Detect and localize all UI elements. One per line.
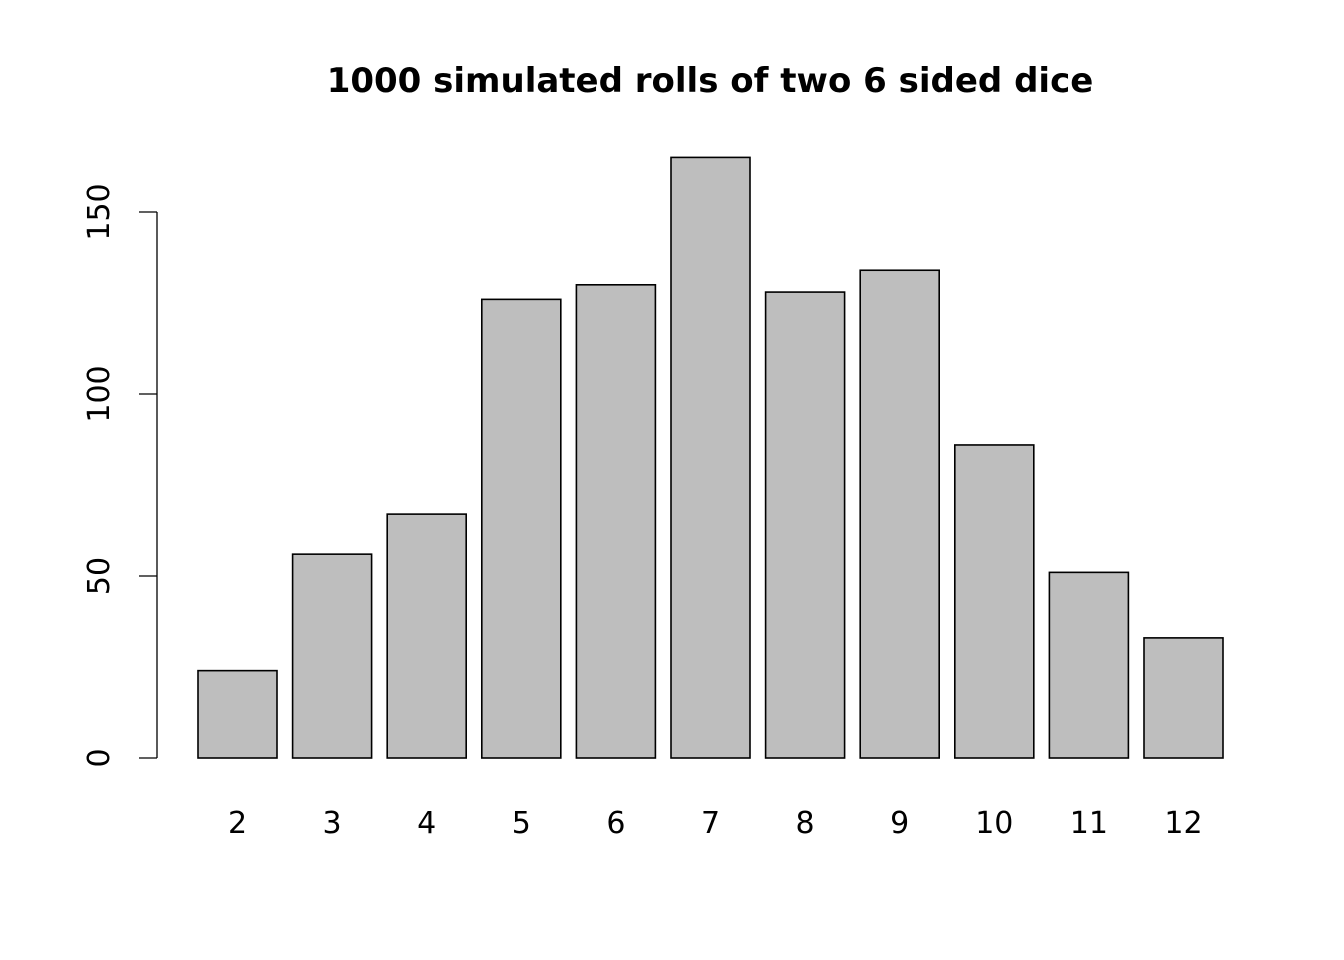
bar-8: [764, 291, 846, 759]
y-tick-label: 100: [82, 365, 117, 422]
chart-title: 1000 simulated rolls of two 6 sided dice: [327, 61, 1094, 101]
bar-2: [197, 669, 278, 759]
x-tick-label: 10: [975, 806, 1013, 841]
x-tick-label: 12: [1164, 806, 1202, 841]
y-tick-label: 0: [82, 748, 117, 767]
x-tick-label: 5: [512, 806, 531, 841]
bar-9: [859, 269, 941, 759]
y-axis: 0 50 100 150: [82, 183, 158, 768]
x-tick-label: 9: [890, 806, 909, 841]
bar-11: [1048, 571, 1130, 759]
x-tick-label: 7: [701, 806, 720, 841]
x-tick-label: 3: [323, 806, 342, 841]
bar-5: [480, 298, 562, 759]
bar-12: [1143, 637, 1224, 759]
bar-3: [291, 553, 373, 759]
bar-7: [670, 156, 751, 759]
bar-10: [953, 444, 1035, 759]
x-tick-label: 11: [1070, 806, 1108, 841]
x-tick-label: 8: [796, 806, 815, 841]
bar-6: [575, 283, 657, 759]
bars-group: [197, 156, 1224, 759]
y-tick-label: 50: [82, 557, 117, 595]
y-tick-label: 150: [82, 183, 117, 240]
x-tick-label: 2: [228, 806, 247, 841]
bar-4: [386, 513, 468, 759]
x-tick-label: 4: [417, 806, 436, 841]
x-tick-label: 6: [606, 806, 625, 841]
x-tick-labels: 2 3 4 5 6 7 8 9 10 11 12: [228, 806, 1203, 841]
